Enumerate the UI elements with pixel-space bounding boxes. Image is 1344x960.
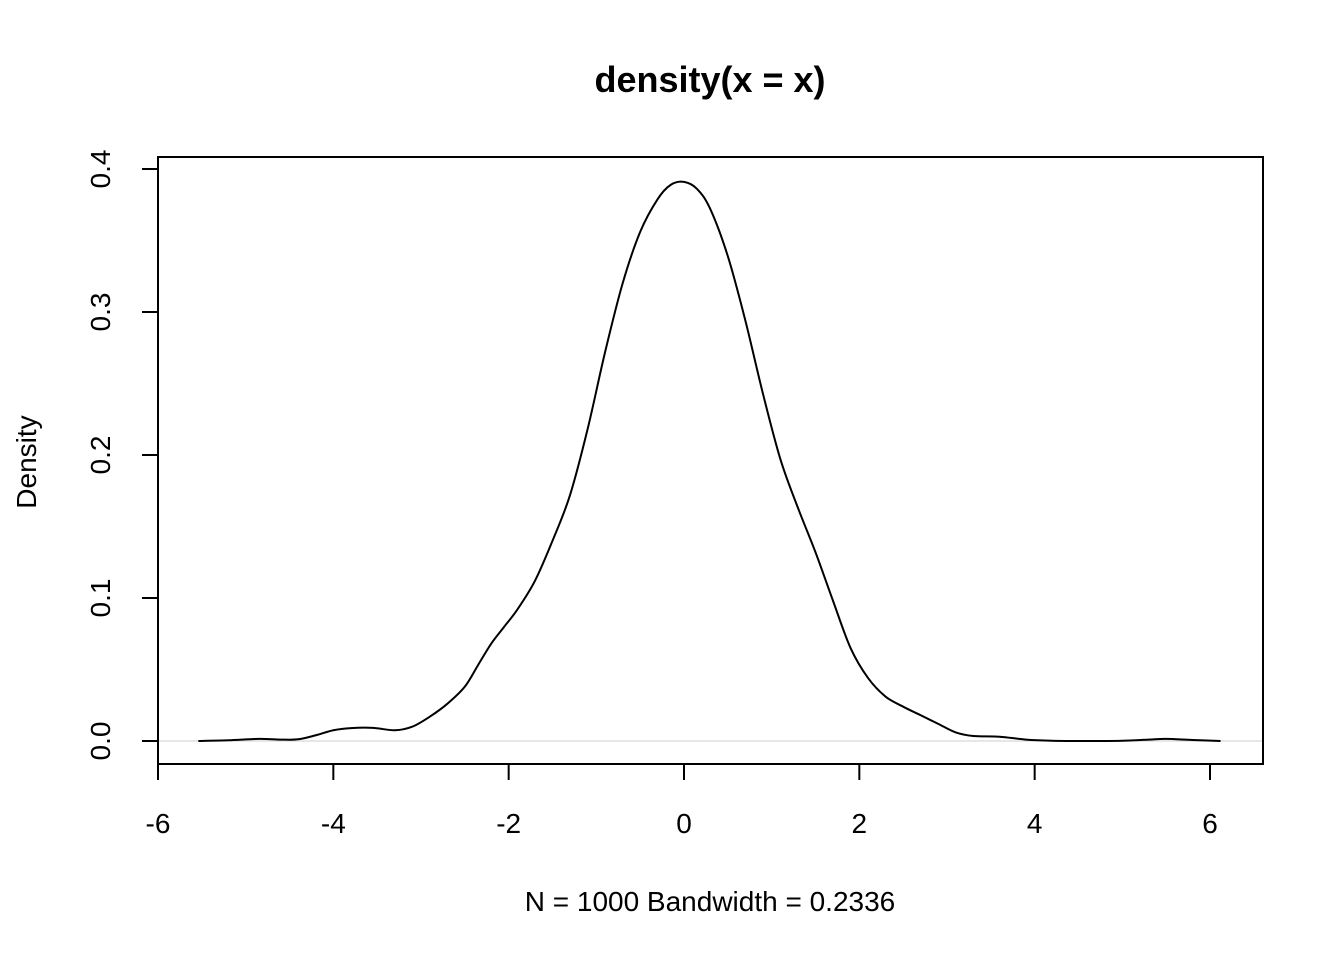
density-curve <box>198 180 1221 743</box>
x-tick-label: 2 <box>852 808 868 839</box>
y-tick-label: 0.4 <box>85 150 116 189</box>
y-tick-label: 0.3 <box>85 293 116 332</box>
y-axis-ticks: 0.0 0.1 0.2 0.3 0.4 <box>85 150 158 761</box>
x-tick-label: -2 <box>496 808 521 839</box>
plot-frame <box>157 156 1264 765</box>
y-axis-label: Density <box>11 415 42 508</box>
x-tick-label: 0 <box>676 808 692 839</box>
x-axis-ticks: -6 -4 -2 0 2 4 6 <box>146 764 1218 839</box>
x-tick-label: -6 <box>146 808 171 839</box>
x-tick-label: 4 <box>1027 808 1043 839</box>
x-tick-label: -4 <box>321 808 346 839</box>
y-tick-label: 0.0 <box>85 722 116 761</box>
y-tick-label: 0.1 <box>85 579 116 618</box>
x-tick-label: 6 <box>1202 808 1218 839</box>
x-axis-label: N = 1000 Bandwidth = 0.2336 <box>525 886 896 917</box>
chart-title: density(x = x) <box>594 59 825 100</box>
y-tick-label: 0.2 <box>85 436 116 475</box>
